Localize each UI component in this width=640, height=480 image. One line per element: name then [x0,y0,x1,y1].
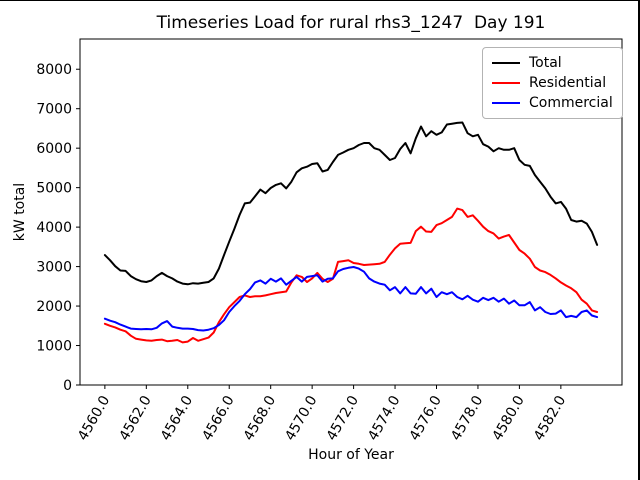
y-tick-label: 5000 [36,181,72,197]
legend-line-commercial-icon [492,102,520,104]
legend: Total Residential Commercial [482,47,623,119]
x-tick-label: 4572.0 [324,393,362,443]
legend-item-total: Total [492,53,613,73]
x-tick-label: 4562.0 [116,393,154,443]
x-tick-label: 4568.0 [241,393,279,443]
legend-item-commercial: Commercial [492,93,613,113]
x-tick-label: 4570.0 [282,393,320,443]
y-tick-label: 4000 [36,220,72,236]
y-axis-label: kW total [12,182,28,242]
y-tick-label: 6000 [36,141,72,157]
y-tick-label: 7000 [36,102,72,118]
series-line-commercial [103,266,599,332]
axes-frame [79,38,623,386]
legend-label-total: Total [529,55,562,71]
y-tick-label: 2000 [36,299,72,315]
x-tick-label: 4566.0 [199,393,237,443]
legend-label-commercial: Commercial [529,95,613,111]
x-tick-label: 4578.0 [448,393,486,443]
x-tick-label: 4560.0 [75,393,113,443]
x-tick-label: 4576.0 [407,393,445,443]
y-tick-label: 0 [63,378,72,394]
series-line-total [103,121,599,286]
legend-label-residential: Residential [529,75,607,91]
x-tick-label: 4564.0 [158,393,196,443]
y-tick-label: 1000 [36,339,72,355]
series-line-residential [103,207,599,344]
y-tick-label: 8000 [36,62,72,78]
chart-title: Timeseries Load for rural rhs3_1247 Day … [156,13,546,33]
x-axis-label: Hour of Year [308,447,394,463]
legend-line-residential-icon [492,82,520,84]
x-tick-label: 4574.0 [365,393,403,443]
legend-line-total-icon [492,62,520,64]
x-tick-label: 4580.0 [490,393,528,443]
x-tick-label: 4582.0 [531,393,569,443]
legend-item-residential: Residential [492,73,613,93]
y-tick-label: 3000 [36,260,72,276]
